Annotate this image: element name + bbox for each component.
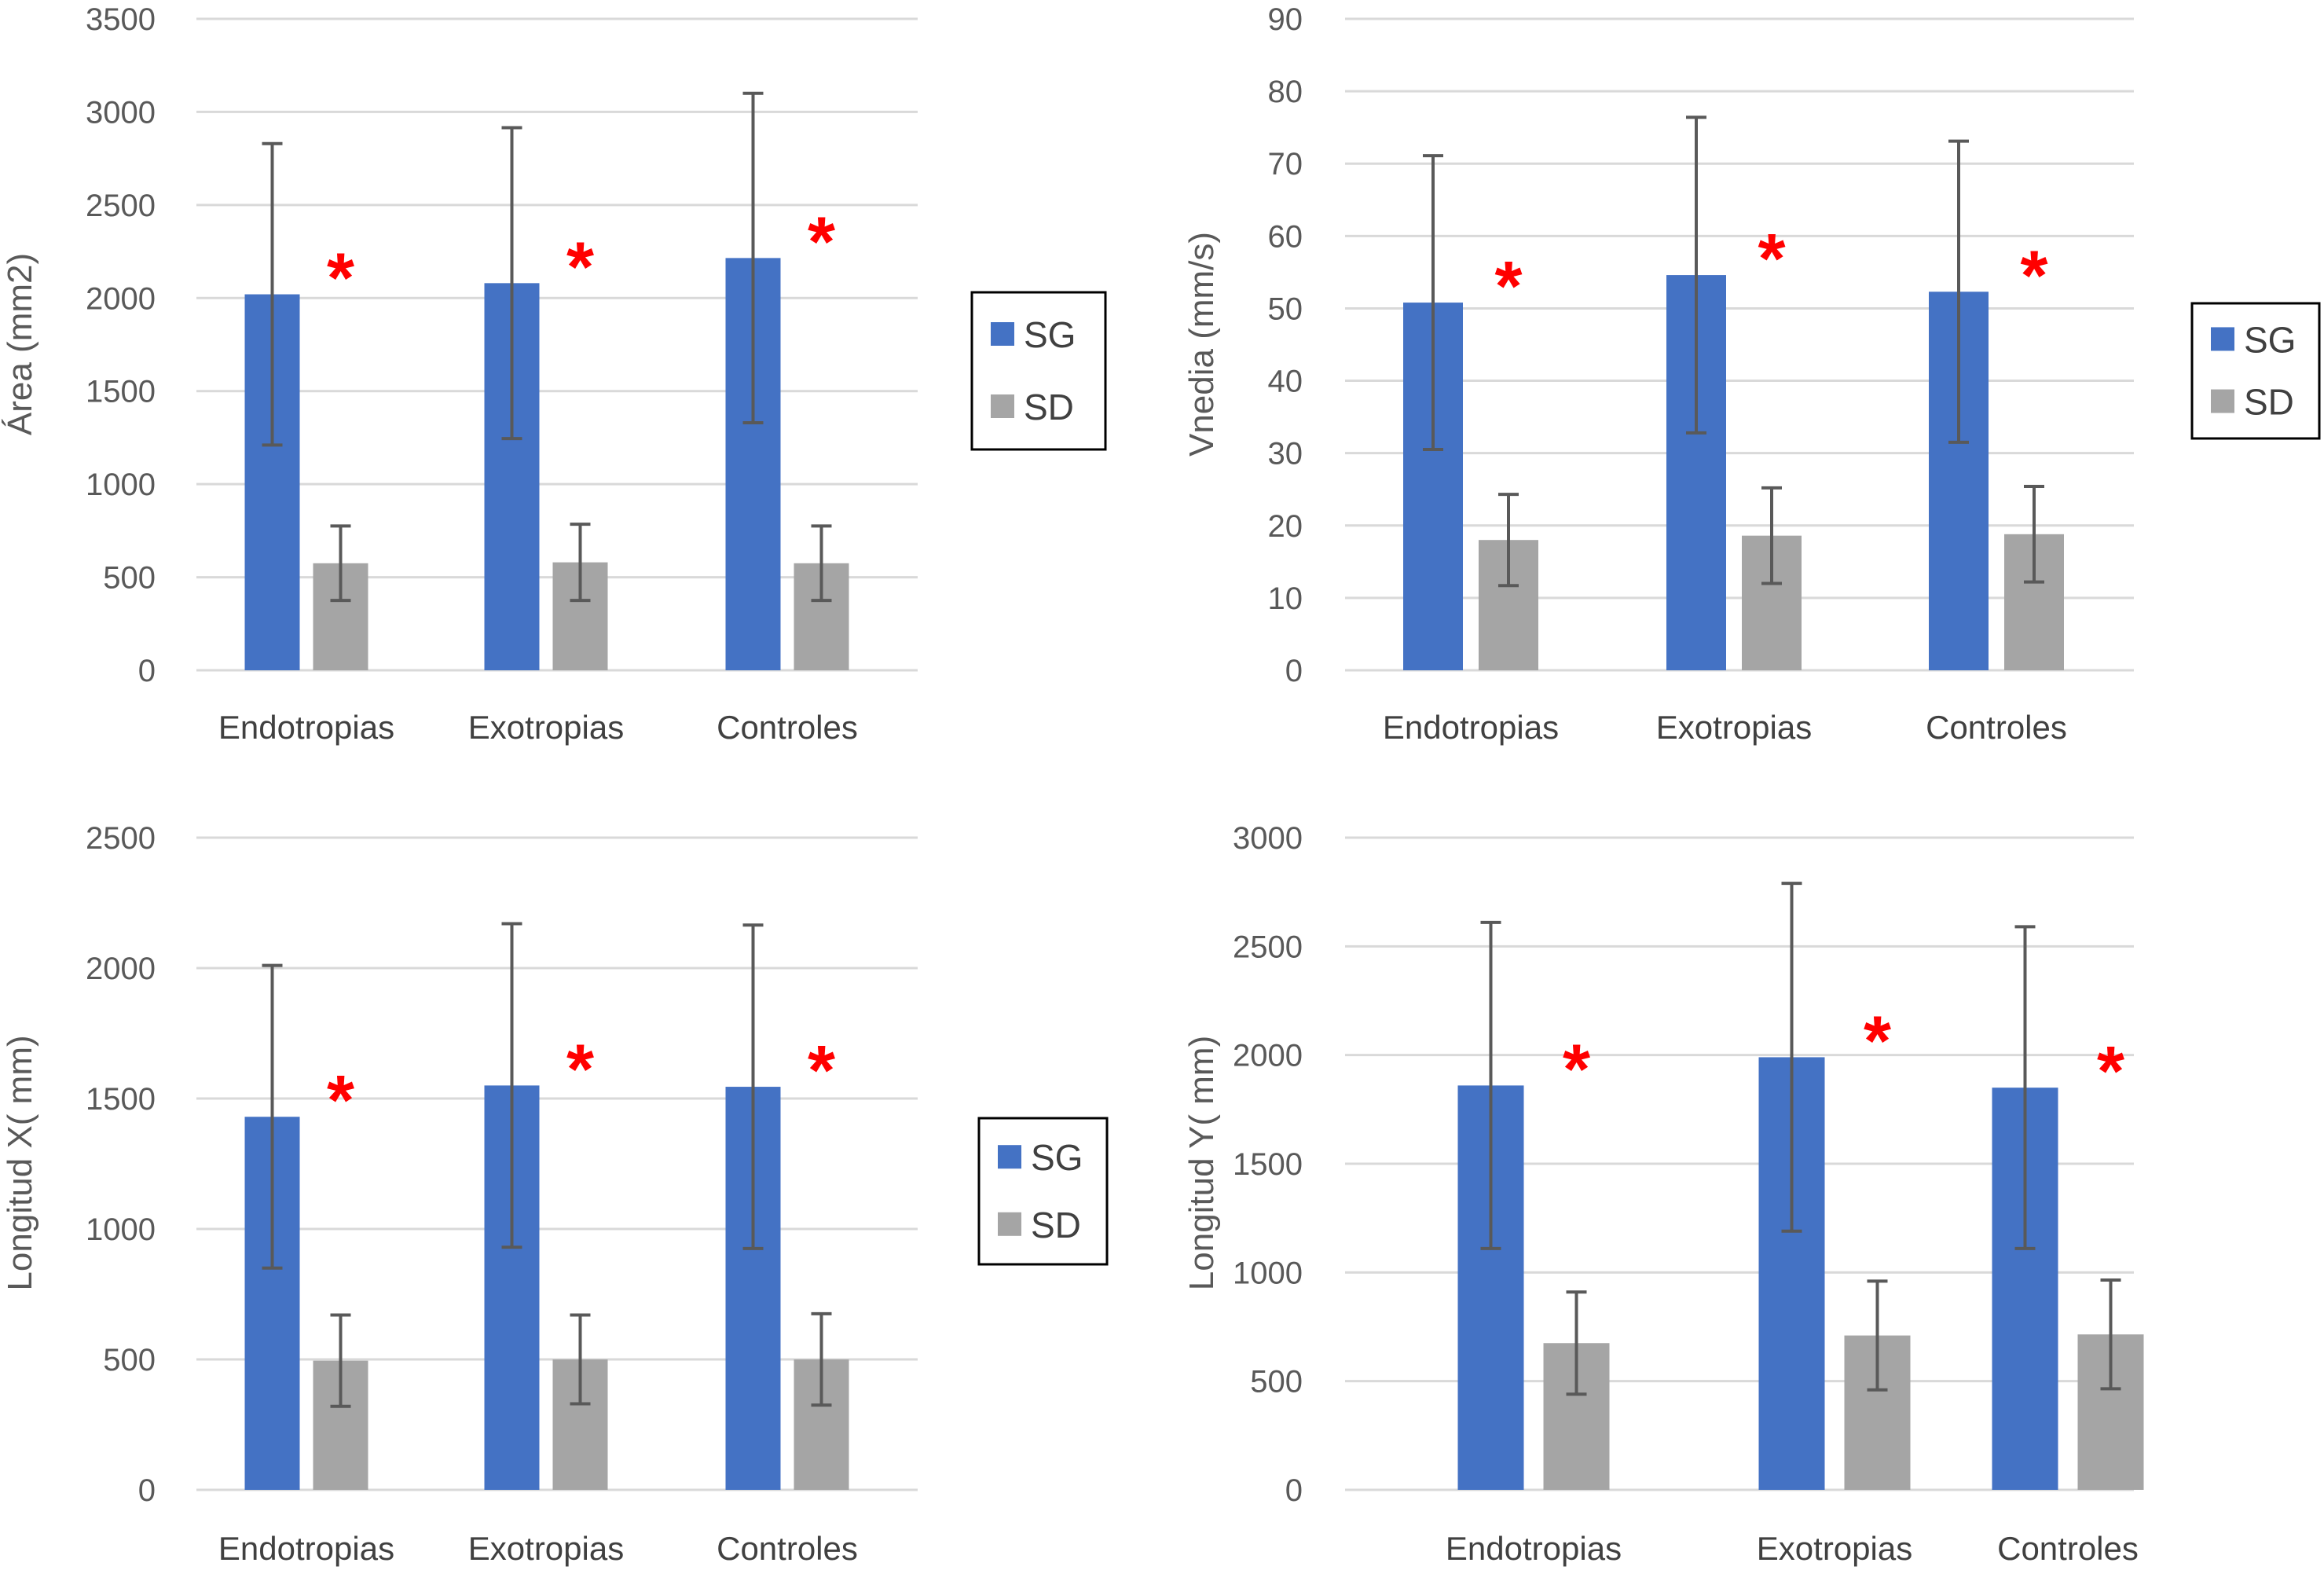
y-tick-label: 0 [1285,654,1303,688]
y-axis-label: Vnedia (mm/s) [1182,232,1221,457]
y-tick-label: 20 [1268,509,1303,544]
legend-swatch-sg [991,322,1014,346]
y-tick-label: 50 [1268,292,1303,326]
y-tick-label: 0 [138,1473,156,1508]
y-tick-label: 80 [1268,75,1303,109]
category-label: Endotropias [218,1530,394,1567]
y-axis-label: Longitud X( mm) [1,1035,39,1290]
legend-swatch-sg [2211,327,2234,351]
category-label: Exotropias [1757,1530,1912,1567]
category-label: Controles [1926,709,2067,746]
legend-label: SG [2244,319,2296,360]
significance-asterisk: * [1758,220,1785,299]
y-tick-label: 0 [1285,1473,1303,1508]
significance-asterisk: * [2020,237,2047,315]
y-tick-label: 10 [1268,581,1303,616]
y-axis-label: Longitud Y( mm) [1182,1036,1221,1290]
category-label: Endotropias [218,709,394,746]
category-label: Endotropias [1383,709,1559,746]
y-tick-label: 500 [103,561,156,596]
category-label: Controles [717,1530,858,1567]
y-tick-label: 3000 [1233,821,1303,856]
significance-asterisk: * [808,203,835,281]
y-tick-label: 2500 [86,821,156,856]
y-tick-label: 2000 [1233,1039,1303,1073]
y-tick-label: 3500 [86,2,156,37]
chart-panel-3: 0 500 1000 1500 2000 2500 Longitud X( mm) * Endo… [1,821,1109,1567]
y-tick-label: 1500 [86,1082,156,1117]
legend-box [977,1117,1109,1266]
y-tick-label: 40 [1268,365,1303,399]
legend-swatch-sd [998,1212,1021,1236]
significance-asterisk: * [327,1062,354,1140]
legend-box [970,291,1107,451]
category-label: Endotropias [1446,1530,1622,1567]
significance-asterisk: * [808,1032,835,1110]
legend-label: SD [2244,382,2294,423]
chart-panel-1: 0 500 1000 1500 2000 2500 3000 3500 Área (mm2) * E… [1,2,1107,746]
y-tick-label: 2000 [86,952,156,986]
y-tick-label: 500 [1250,1365,1303,1399]
category-label: Exotropias [1656,709,1812,746]
legend-label: SD [1024,387,1074,427]
category-label: Exotropias [468,1530,624,1567]
legend-box [2190,302,2321,440]
y-axis-label: Área (mm2) [1,253,39,435]
y-tick-label: 1000 [86,1212,156,1247]
legend: SG SD [970,291,1107,451]
significance-asterisk: * [1563,1030,1590,1109]
y-tick-label: 1500 [86,375,156,409]
y-tick-label: 1000 [1233,1256,1303,1290]
y-tick-label: 2000 [86,281,156,316]
chart-panel-4: 0 500 1000 1500 2000 2500 3000 Longitud Y( mm) *… [1182,821,2144,1567]
y-tick-label: 0 [138,654,156,688]
y-tick-label: 1500 [1233,1147,1303,1182]
legend-label: SD [1031,1205,1081,1245]
chart-panel-2: 0 10 20 30 40 50 60 70 80 90 Vnedia (mm/s) * Endotro… [1182,2,2321,746]
y-tick-label: 2500 [86,189,156,223]
legend: SG SD [977,1117,1109,1266]
y-tick-label: 2500 [1233,930,1303,964]
y-tick-label: 30 [1268,437,1303,471]
y-tick-label: 60 [1268,219,1303,254]
legend-label: SG [1024,314,1076,355]
legend-swatch-sd [991,394,1014,418]
significance-asterisk: * [2097,1033,2124,1111]
significance-asterisk: * [1494,248,1522,326]
y-tick-label: 70 [1268,147,1303,182]
y-tick-label: 3000 [86,95,156,130]
legend: SG SD [2190,302,2321,440]
legend-swatch-sd [2211,389,2234,413]
y-tick-label: 90 [1268,2,1303,37]
y-tick-label: 500 [103,1343,156,1377]
y-tick-label: 1000 [86,468,156,502]
significance-asterisk: * [327,240,354,318]
category-label: Controles [717,709,858,746]
legend-swatch-sg [998,1145,1021,1169]
category-label: Controles [1997,1530,2139,1567]
category-label: Exotropias [468,709,624,746]
legend-label: SG [1031,1137,1083,1178]
significance-asterisk: * [566,228,594,306]
significance-asterisk: * [1864,1002,1891,1080]
significance-asterisk: * [566,1030,594,1109]
